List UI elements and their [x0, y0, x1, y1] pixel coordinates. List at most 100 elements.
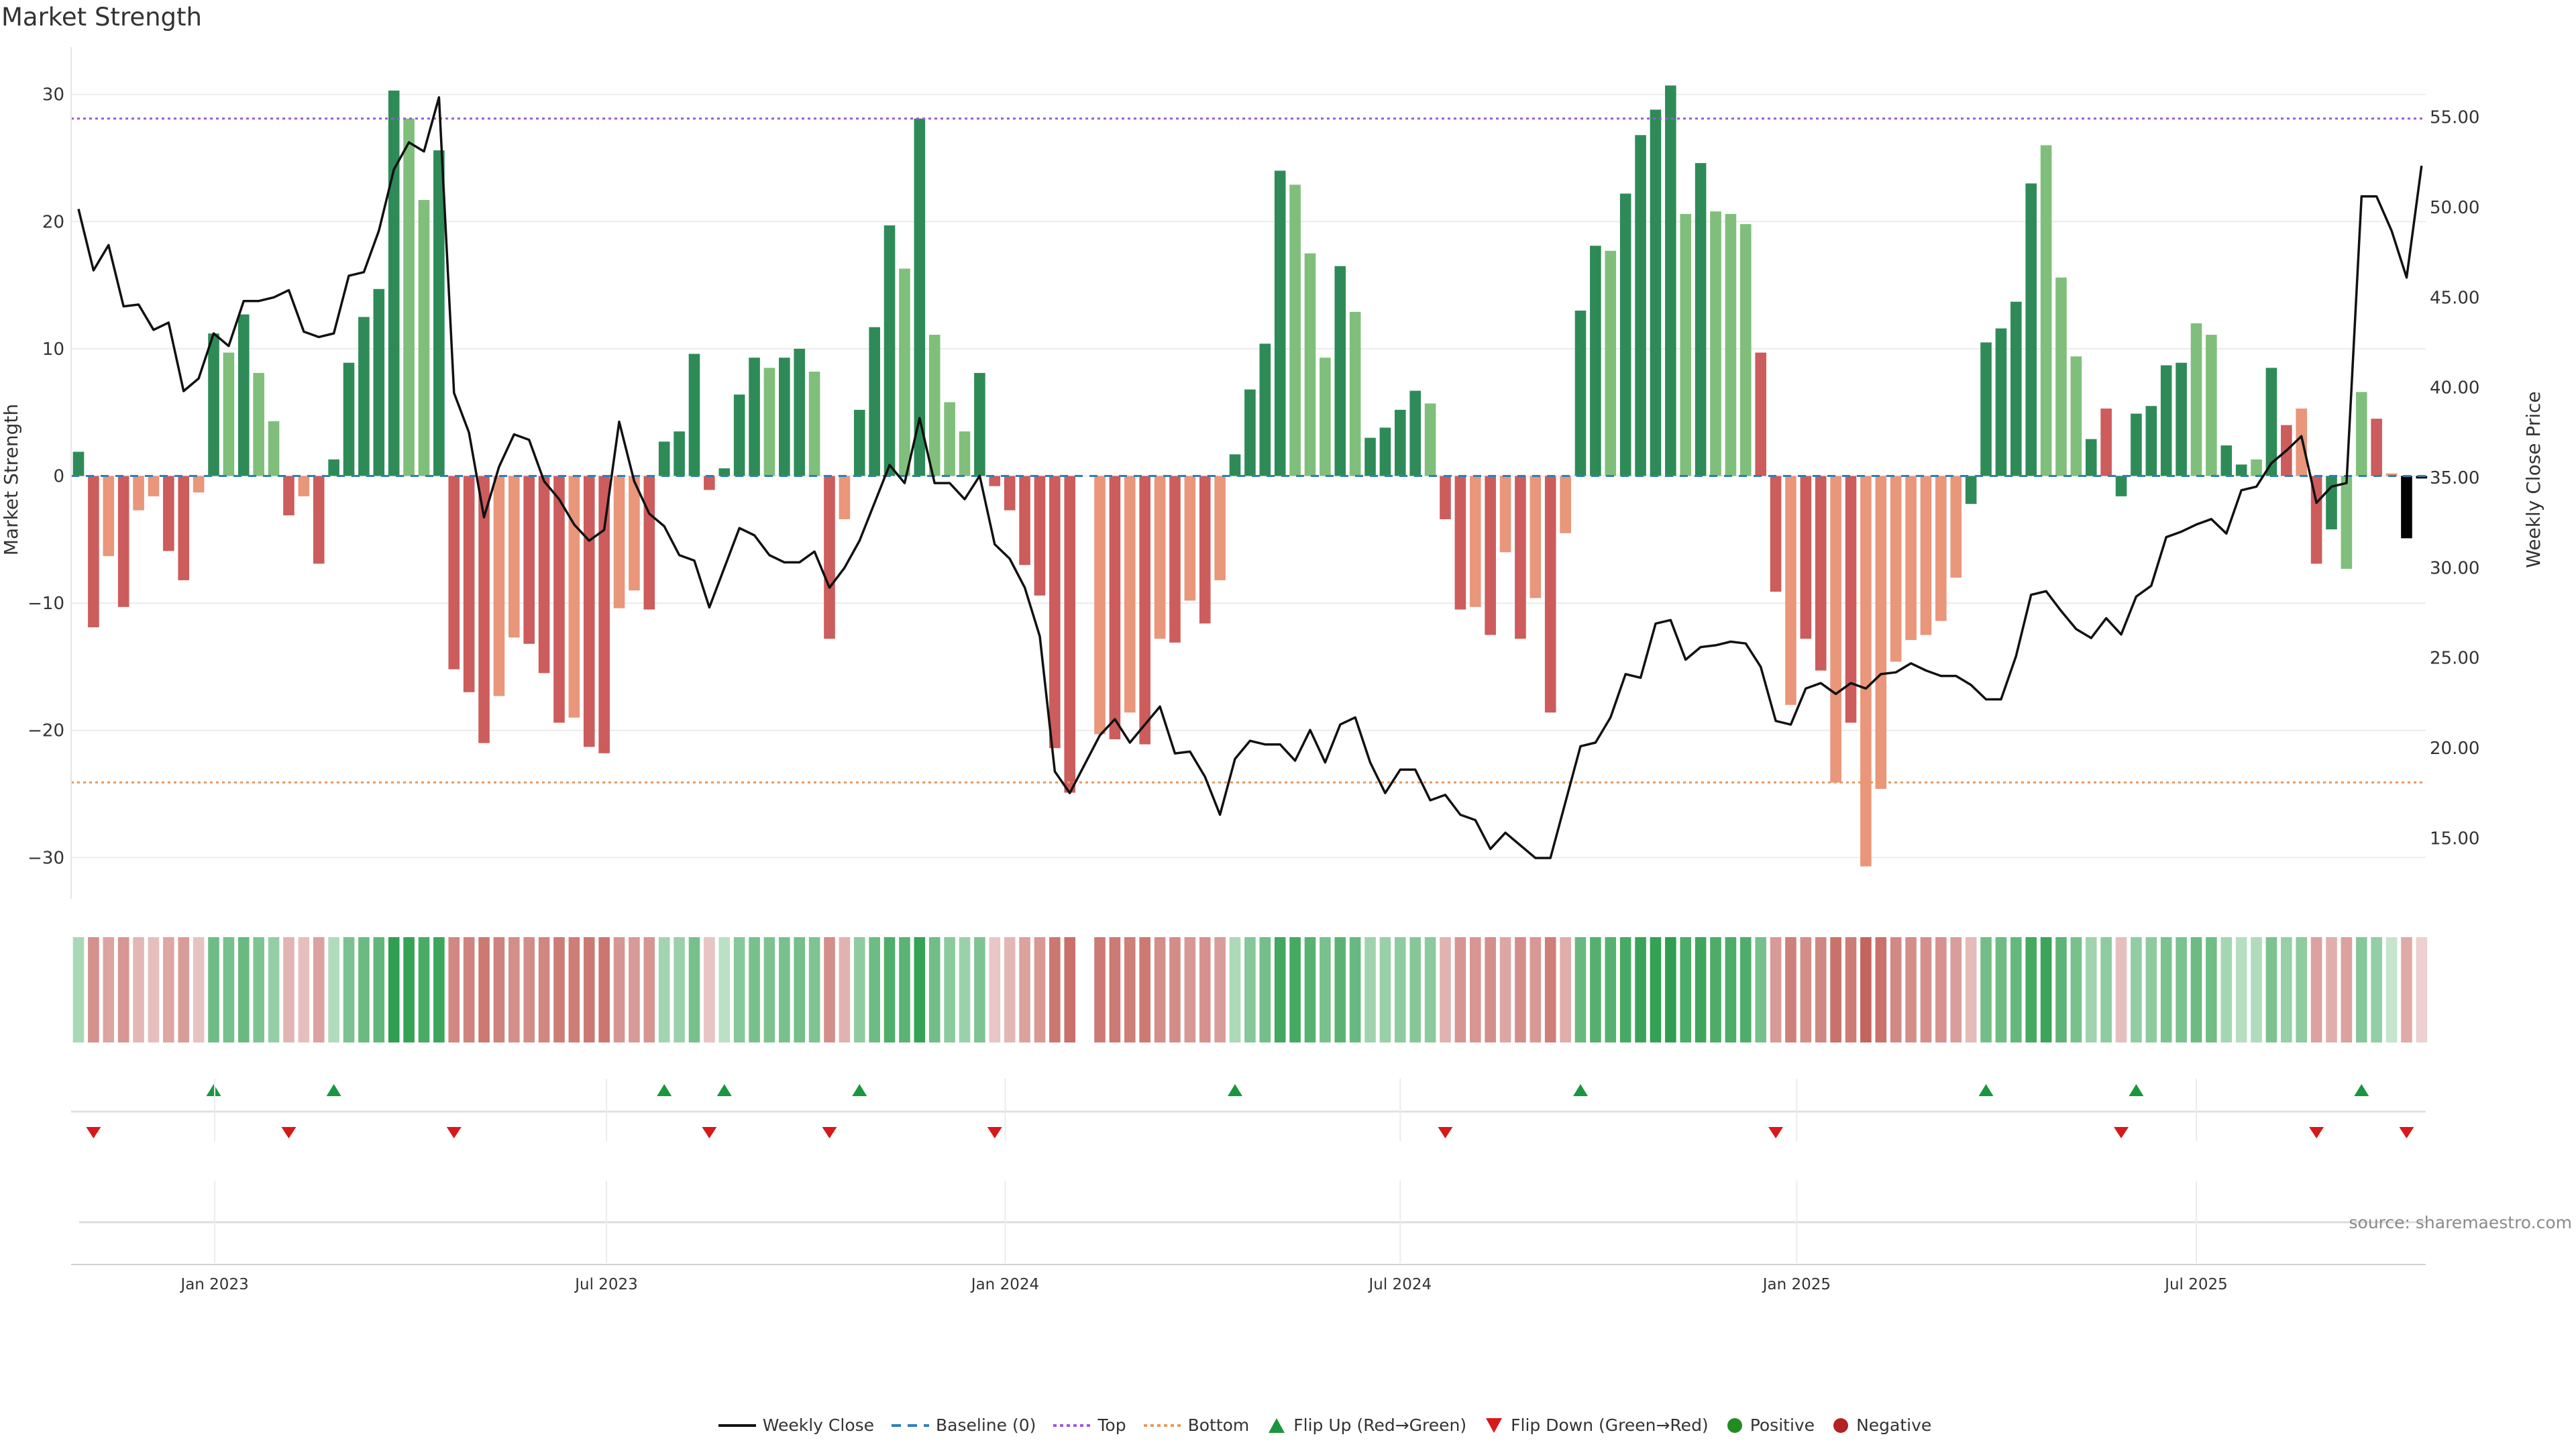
positive-cell [2281, 937, 2292, 1042]
negative-cell [2326, 937, 2337, 1042]
x-tick-label: Jan 2024 [970, 1276, 1039, 1293]
negative-cell [643, 937, 655, 1042]
negative-bar [1890, 476, 1902, 662]
flip-up-marker [206, 1084, 221, 1096]
positive-cell [2040, 937, 2052, 1042]
positive-cell [1424, 937, 1436, 1042]
negative-bar [1034, 476, 1046, 596]
positive-bar [1334, 266, 1346, 476]
positive-cell [268, 937, 280, 1042]
positive-cell [869, 937, 880, 1042]
positive-cell [1229, 937, 1241, 1042]
positive-cell [1244, 937, 1256, 1042]
negative-cell [1544, 937, 1556, 1042]
negative-cell [493, 937, 505, 1042]
dashed-line-icon [892, 1424, 930, 1427]
negative-cell [1890, 937, 1902, 1042]
positive-bar [2010, 301, 2022, 476]
positive-bar [749, 358, 760, 476]
negative-bar [1515, 476, 1526, 639]
negative-bar [538, 476, 550, 674]
positive-cell [718, 937, 731, 1042]
y2-tick-label: 25.00 [2430, 649, 2479, 669]
negative-bar [463, 476, 475, 692]
positive-bar [869, 327, 880, 476]
positive-bar [328, 459, 339, 476]
positive-bar [1244, 389, 1256, 476]
negative-bar [629, 476, 640, 591]
positive-cell [403, 937, 415, 1042]
circle-icon [1727, 1417, 1742, 1433]
negative-bar [1815, 476, 1827, 671]
positive-bar [2190, 323, 2202, 476]
y2-tick-label: 40.00 [2430, 378, 2479, 398]
positive-bar [1755, 352, 1766, 476]
negative-bar [133, 476, 144, 511]
negative-bar [448, 476, 460, 669]
positive-cell [944, 937, 955, 1042]
positive-cell [658, 937, 670, 1042]
flip-down-marker [1768, 1127, 1784, 1138]
negative-cell [1815, 937, 1827, 1042]
y-tick-label: −20 [28, 721, 64, 741]
x-tick-label: Jul 2024 [1368, 1276, 1432, 1293]
negative-cell [2115, 937, 2127, 1042]
positive-cell [1349, 937, 1361, 1042]
positive-bar [794, 348, 806, 476]
positive-bar [388, 91, 400, 476]
positive-cell [2385, 937, 2398, 1042]
positive-bar [1289, 184, 1301, 476]
legend-label: Bottom [1187, 1415, 1250, 1435]
positive-bar [208, 333, 219, 476]
positive-cell [2085, 937, 2097, 1042]
positive-cell [1274, 937, 1286, 1042]
negative-bar [2401, 476, 2412, 539]
negative-cell [583, 937, 595, 1042]
positive-cell [1710, 937, 1721, 1042]
negative-bar [493, 476, 505, 696]
positive-bar [1364, 437, 1376, 476]
negative-bar [839, 476, 851, 519]
legend-positive: Positive [1726, 1415, 1815, 1435]
positive-cell [1619, 937, 1631, 1042]
positive-cell [1379, 937, 1391, 1042]
negative-cell [1800, 937, 1812, 1042]
negative-bar [643, 476, 655, 610]
negative-bar [117, 476, 129, 607]
legend-flip-up: Flip Up (Red→Green) [1267, 1415, 1466, 1435]
positive-bar [1695, 163, 1707, 476]
negative-cell [133, 937, 144, 1042]
negative-bar [478, 476, 490, 743]
legend-baseline: Baseline (0) [892, 1415, 1036, 1435]
source-credit: source: sharemaestro.com [2349, 1213, 2573, 1232]
negative-bar [1830, 476, 1841, 783]
negative-bar [1485, 476, 1496, 635]
negative-cell [1529, 937, 1542, 1042]
negative-bar [553, 476, 565, 723]
flip-up-marker [657, 1084, 672, 1096]
negative-cell [1845, 937, 1857, 1042]
negative-cell [1440, 937, 1451, 1042]
positive-bar [343, 362, 355, 476]
legend-label: Flip Down (Green→Red) [1511, 1415, 1709, 1435]
negative-cell [1860, 937, 1872, 1042]
negative-bar [1094, 476, 1106, 735]
negative-cell [2310, 937, 2322, 1042]
positive-bar [1409, 390, 1421, 476]
positive-cell [733, 937, 745, 1042]
positive-cell [1289, 937, 1301, 1042]
flip-down-marker [86, 1127, 101, 1138]
negative-cell [1485, 937, 1496, 1042]
negative-bar [283, 476, 294, 516]
positive-cell [2145, 937, 2157, 1042]
flip-down-marker [2399, 1127, 2414, 1138]
line-swatch-icon [718, 1424, 756, 1427]
positive-bar [2206, 335, 2217, 476]
negative-bar [1920, 476, 1932, 635]
positive-bar [2131, 413, 2142, 476]
positive-bar [253, 372, 264, 476]
negative-cell [117, 937, 129, 1042]
negative-bar [508, 476, 520, 638]
negative-bar [1184, 476, 1196, 601]
positive-bar [2385, 473, 2398, 476]
